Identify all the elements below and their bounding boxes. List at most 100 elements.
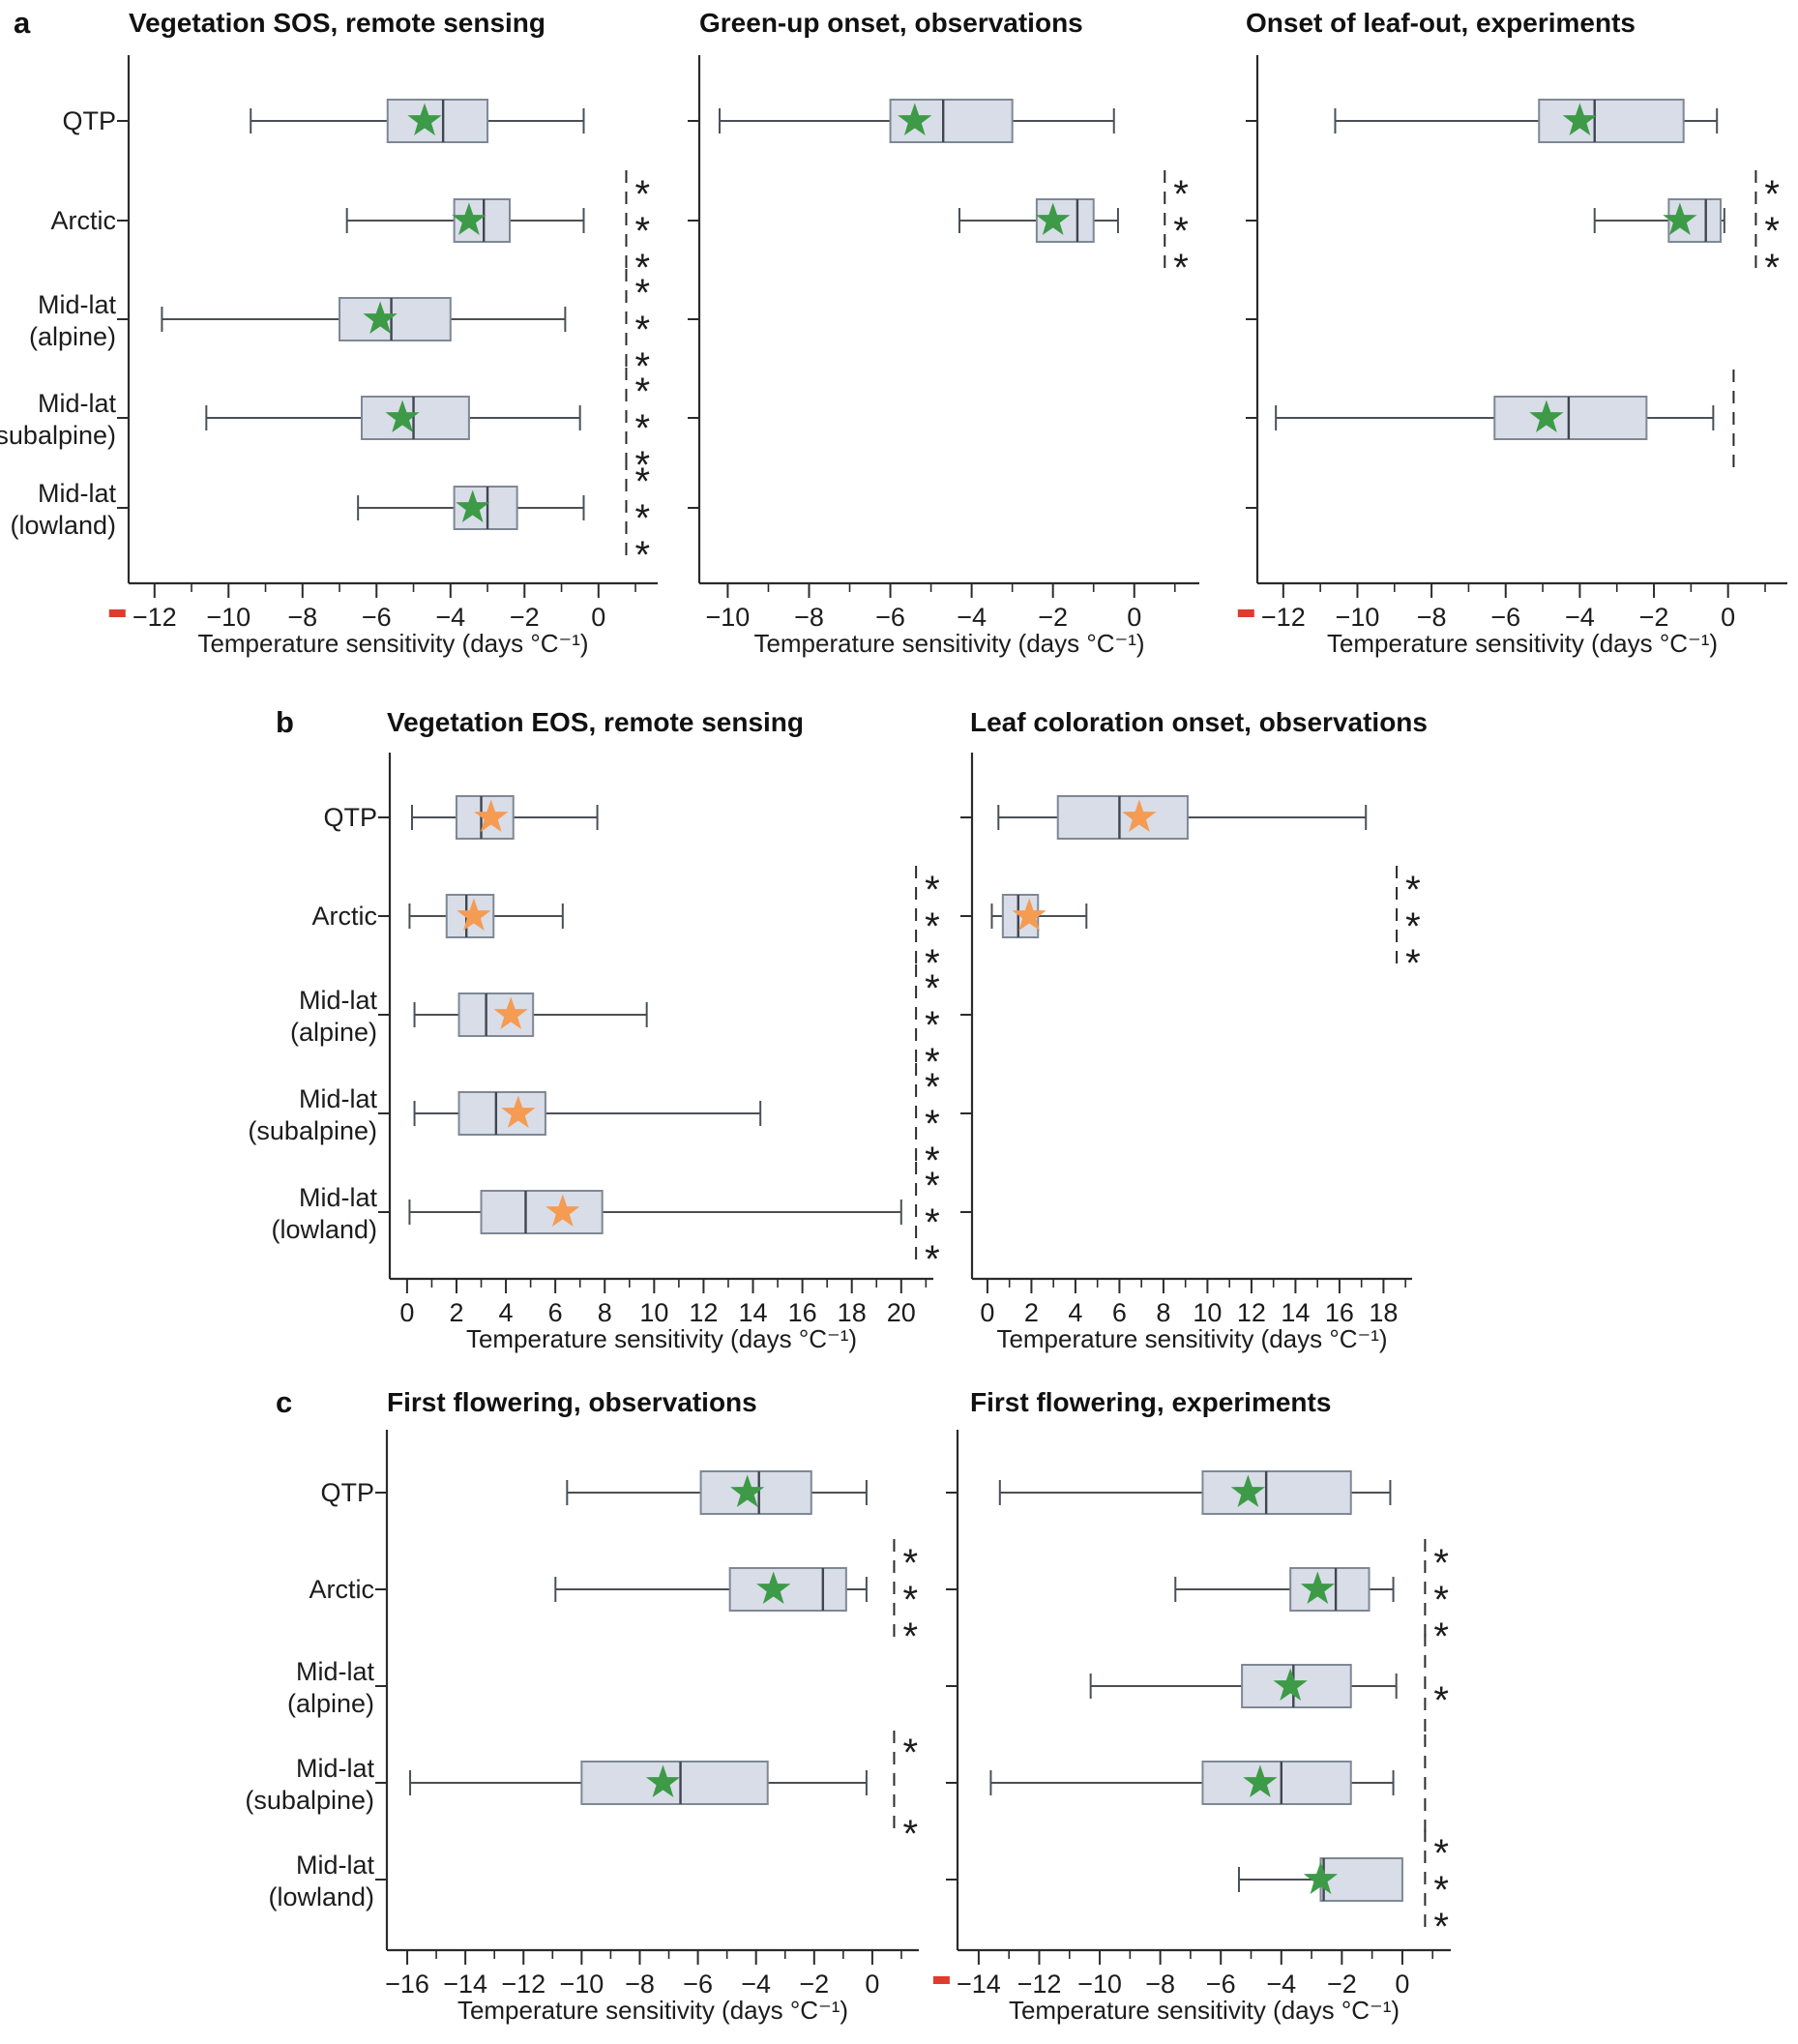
iqr-box	[1035, 198, 1095, 243]
svg-text:10: 10	[639, 1298, 668, 1327]
svg-text:*: *	[634, 210, 650, 252]
svg-text:6: 6	[1112, 1298, 1127, 1327]
category-labels-c1: QTP Arctic Mid-lat (alpine) Mid-lat (subalpin…	[245, 1478, 374, 1911]
svg-text:*: *	[1433, 1542, 1449, 1585]
svg-text:Mid-lat: Mid-lat	[38, 389, 117, 418]
svg-text:*: *	[925, 1004, 940, 1047]
svg-text:*: *	[1433, 1579, 1449, 1621]
svg-text:0: 0	[1395, 1970, 1409, 1999]
significance-annotation-stars3: ***	[625, 269, 650, 388]
svg-text:18: 18	[1369, 1298, 1398, 1327]
svg-text:8: 8	[1156, 1298, 1170, 1327]
category-labels-b1: QTP Arctic Mid-lat (alpine) Mid-lat (subalpin…	[248, 803, 377, 1244]
box-row-a1-3: ***	[161, 269, 650, 388]
svg-text:Mid-lat: Mid-lat	[296, 1657, 375, 1686]
box-row-a3-1	[1334, 99, 1719, 143]
svg-text:−2: −2	[799, 1970, 829, 1999]
svg-text:*: *	[1173, 247, 1189, 289]
mean-star-icon	[756, 1571, 791, 1605]
svg-text:0: 0	[980, 1298, 994, 1327]
box-row-c2-2: ***	[1174, 1539, 1449, 1658]
svg-text:*: *	[925, 1140, 940, 1182]
mean-star-icon	[1529, 400, 1564, 433]
x-axis-title-a1: Temperature sensitivity (days °C⁻¹)	[197, 629, 589, 658]
iqr-box	[1319, 1857, 1403, 1902]
svg-text:QTP: QTP	[320, 1478, 374, 1507]
svg-text:(alpine): (alpine)	[290, 1018, 377, 1047]
mean-star-icon	[1663, 202, 1697, 236]
svg-text:*: *	[925, 1201, 940, 1244]
svg-text:*: *	[1405, 942, 1421, 985]
svg-text:*: *	[1433, 1832, 1449, 1875]
panel-letter-b: b	[276, 705, 294, 739]
svg-text:*: *	[634, 497, 650, 540]
significance-annotation-stars3: ***	[893, 1539, 918, 1658]
svg-text:QTP: QTP	[62, 106, 116, 135]
mean-star-icon	[456, 489, 490, 523]
iqr-box	[580, 1761, 769, 1805]
svg-text:20: 20	[887, 1298, 916, 1327]
svg-text:Mid-lat: Mid-lat	[38, 479, 117, 508]
mean-star-icon	[1122, 799, 1157, 833]
mean-star-icon	[1562, 103, 1598, 136]
svg-text:(alpine): (alpine)	[287, 1689, 374, 1718]
panel-title-c1: First flowering, observations	[387, 1387, 757, 1417]
svg-text:*: *	[634, 272, 650, 314]
svg-text:*: *	[925, 1238, 940, 1281]
svg-text:*: *	[1764, 210, 1780, 252]
significance-annotation-stars3: ***	[1754, 170, 1780, 289]
iqr-box	[728, 1567, 847, 1612]
svg-text:−8: −8	[1145, 1970, 1175, 1999]
svg-text:12: 12	[1237, 1298, 1266, 1327]
significance-annotation-stars3: ***	[1164, 170, 1189, 289]
svg-text:10: 10	[1193, 1298, 1222, 1327]
svg-text:4: 4	[1068, 1298, 1082, 1327]
box-row-b1-3: ***	[413, 964, 940, 1083]
svg-text:16: 16	[1325, 1298, 1354, 1327]
box-row-a2-1	[719, 99, 1115, 143]
panel-a3: −12 −10 −8 −6 −4 −2 0***	[1237, 55, 1787, 632]
red-tick-mark	[1237, 609, 1254, 617]
significance-annotation-stars3: ***	[625, 368, 650, 487]
svg-text:Mid-lat: Mid-lat	[38, 290, 117, 319]
svg-text:−2: −2	[1327, 1970, 1357, 1999]
svg-text:*: *	[1433, 1679, 1449, 1722]
x-axis-b1: 0 2 4 6 8 10 12 14 16 18 20	[399, 1279, 928, 1327]
box-row-c1-1	[566, 1470, 868, 1515]
svg-text:−10: −10	[706, 603, 751, 632]
svg-text:−6: −6	[1206, 1970, 1236, 1999]
mean-star-icon	[730, 1474, 765, 1508]
svg-text:*: *	[1405, 905, 1421, 948]
significance-annotation-stars3: ***	[915, 964, 940, 1083]
svg-text:*: *	[1433, 1869, 1449, 1911]
svg-text:(alpine): (alpine)	[29, 322, 116, 351]
box-row-a3-2: ***	[1593, 170, 1780, 289]
svg-text:*: *	[634, 460, 650, 503]
svg-text:−6: −6	[362, 603, 392, 632]
svg-text:2: 2	[1024, 1298, 1039, 1327]
panel-letter-c: c	[276, 1385, 293, 1419]
svg-text:14: 14	[738, 1298, 767, 1327]
mean-star-icon	[385, 400, 420, 433]
box-row-b2-2: ***	[990, 866, 1421, 985]
x-axis-b2: 0 2 4 6 8 10 12 14 16 18	[980, 1279, 1406, 1327]
x-axis-title-a2: Temperature sensitivity (days °C⁻¹)	[753, 629, 1145, 658]
svg-text:0: 0	[1721, 603, 1735, 632]
box-row-b1-1	[410, 795, 599, 840]
svg-text:4: 4	[499, 1298, 514, 1327]
significance-annotation-stars3: ***	[915, 866, 940, 985]
iqr-box	[1289, 1567, 1371, 1612]
svg-text:6: 6	[548, 1298, 563, 1327]
svg-text:Mid-lat: Mid-lat	[299, 986, 378, 1015]
iqr-box	[1201, 1761, 1352, 1805]
svg-text:0: 0	[399, 1298, 414, 1327]
svg-text:−16: −16	[385, 1970, 429, 1999]
svg-text:*: *	[902, 1813, 918, 1855]
panel-title-a3: Onset of leaf-out, experiments	[1246, 8, 1636, 38]
box-row-a3-4	[1275, 370, 1735, 468]
significance-annotation-stars3: ***	[625, 170, 650, 289]
svg-text:−2: −2	[510, 603, 540, 632]
box-row-a1-1	[250, 99, 585, 143]
panel-a1: −12 −10 −8 −6 −4 −2 0 QTP Arctic Mid-lat (alpine) M…	[0, 55, 658, 632]
significance-annotation-stars3: ***	[625, 458, 650, 577]
